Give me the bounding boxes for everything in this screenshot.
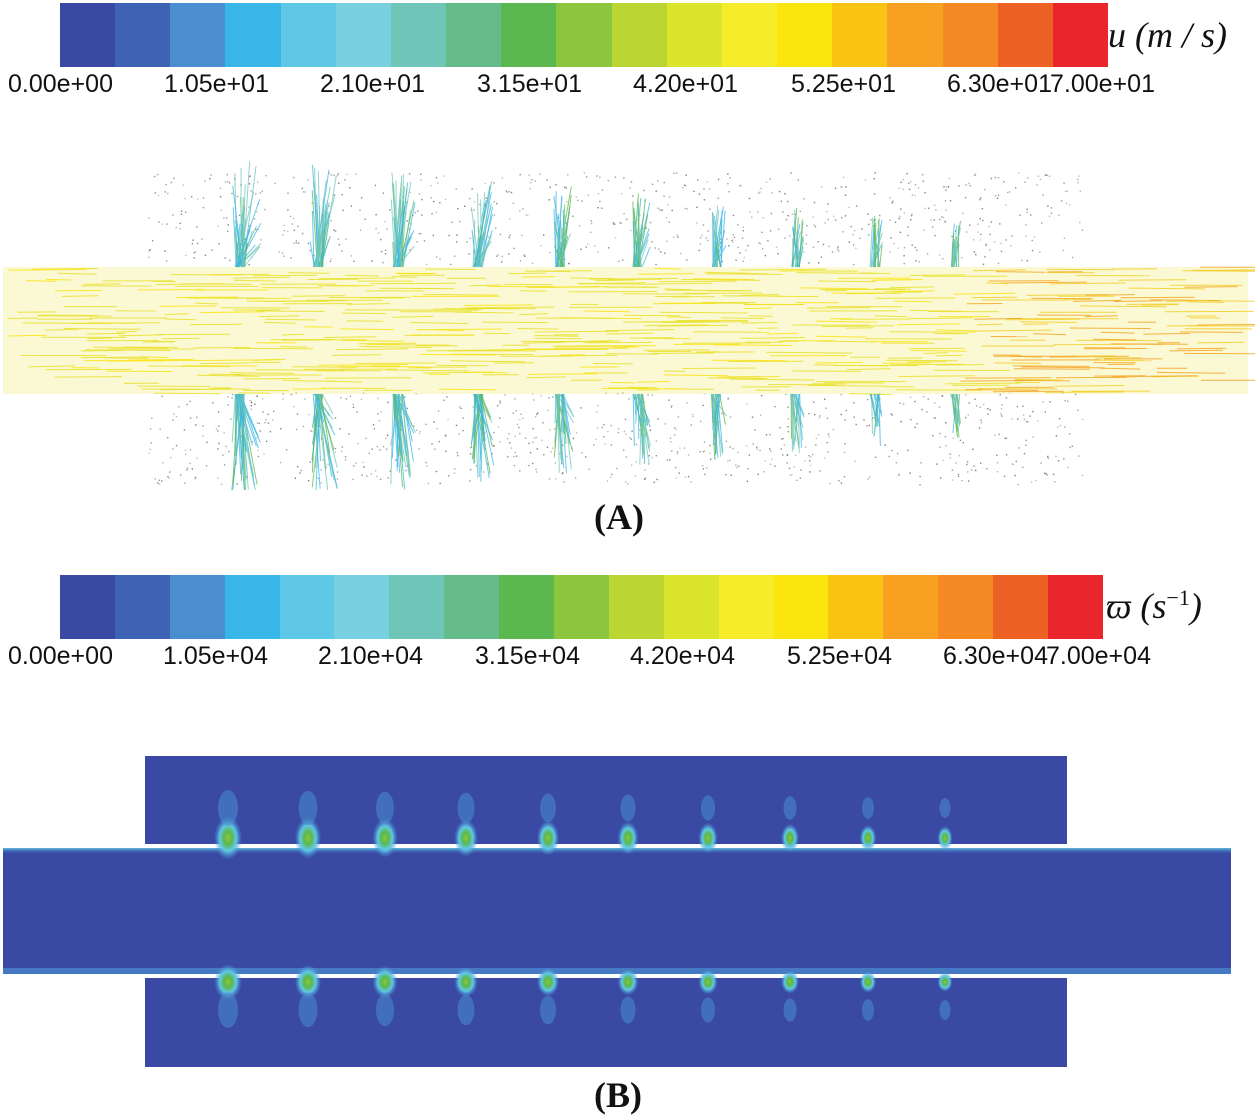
jet-channel-region xyxy=(3,848,1231,974)
cb1-segment xyxy=(832,3,888,67)
vorticity-tick-1: 1.05e+04 xyxy=(163,642,268,670)
cb1-segment xyxy=(611,3,667,67)
cb1-segment xyxy=(170,3,226,67)
cavity-speckles xyxy=(148,172,1084,486)
cb2-segment xyxy=(114,575,170,639)
cb2-segment xyxy=(389,575,445,639)
cb2-segment xyxy=(608,575,664,639)
vorticity-tick-0: 0.00e+00 xyxy=(8,642,113,670)
vorticity-colorbar-ticks: 0.00e+00 1.05e+04 2.10e+04 3.15e+04 4.20… xyxy=(0,642,1170,672)
velocity-symbol: u xyxy=(1108,15,1126,55)
velocity-tick-0: 0.00e+00 xyxy=(8,70,113,98)
vorticity-tick-4: 4.20e+04 xyxy=(630,642,735,670)
vorticity-symbol: ϖ xyxy=(1106,586,1132,626)
velocity-tick-7: 7.00e+01 xyxy=(1050,70,1155,98)
cb2-segment xyxy=(60,575,115,639)
velocity-tick-1: 1.05e+01 xyxy=(164,70,269,98)
velocity-tick-5: 5.25e+01 xyxy=(791,70,896,98)
cb1-segment xyxy=(942,3,998,67)
cb1-segment xyxy=(390,3,447,67)
cb2-segment xyxy=(499,575,555,639)
velocity-unit-label: u (m / s) xyxy=(1108,14,1227,56)
velocity-tick-2: 2.10e+01 xyxy=(320,70,425,98)
cb2-segment xyxy=(883,575,939,639)
upper-shear-layer xyxy=(3,848,1231,854)
cb1-segment xyxy=(60,3,116,67)
vorticity-hotspots xyxy=(214,790,953,1028)
cb1-segment xyxy=(335,3,391,67)
vorticity-tick-3: 3.15e+04 xyxy=(475,642,580,670)
vorticity-unit-open: (s xyxy=(1140,586,1167,626)
cb2-segment xyxy=(554,575,609,639)
velocity-tick-4: 4.20e+01 xyxy=(633,70,738,98)
lower-cavity-region xyxy=(145,978,1067,1067)
cb1-segment xyxy=(997,3,1053,67)
vorticity-contour-plot xyxy=(3,756,1231,1067)
vorticity-tick-7: 7.00e+04 xyxy=(1046,642,1151,670)
cb2-segment xyxy=(334,575,390,639)
cb1-segment xyxy=(225,3,281,67)
jet-velocity-vectors xyxy=(3,266,1255,396)
velocity-tick-3: 3.15e+01 xyxy=(477,70,582,98)
cb1-segment xyxy=(115,3,171,67)
cb1-segment xyxy=(280,3,336,67)
cb1-segment xyxy=(501,3,557,67)
cb2-segment xyxy=(938,575,994,639)
velocity-tick-6: 6.30e+01 xyxy=(947,70,1052,98)
velocity-colorbar-ticks: 0.00e+00 1.05e+01 2.10e+01 3.15e+01 4.20… xyxy=(0,70,1170,100)
velocity-unit: (m / s) xyxy=(1135,15,1227,55)
cb1-segment xyxy=(777,3,833,67)
cb2-segment xyxy=(773,575,829,639)
velocity-colorbar xyxy=(60,3,1108,67)
cb1-segment xyxy=(887,3,943,67)
velocity-vector-plot xyxy=(3,161,1255,490)
upper-cavity-region xyxy=(145,756,1067,844)
cb2-segment xyxy=(1048,575,1103,639)
vorticity-tick-2: 2.10e+04 xyxy=(318,642,423,670)
cb2-segment xyxy=(993,575,1049,639)
cb1-segment xyxy=(1052,3,1108,67)
vorticity-tick-5: 5.25e+04 xyxy=(787,642,892,670)
cb2-segment xyxy=(169,575,225,639)
panel-b-label: (B) xyxy=(594,1075,642,1115)
vorticity-unit-close: ) xyxy=(1189,586,1202,626)
cb1-segment xyxy=(556,3,612,67)
cb2-segment xyxy=(663,575,719,639)
vorticity-tick-6: 6.30e+04 xyxy=(943,642,1048,670)
cb1-segment xyxy=(721,3,778,67)
cb1-segment xyxy=(446,3,502,67)
cavity-recirculation-vectors xyxy=(231,161,961,490)
vorticity-unit-exponent: −1 xyxy=(1166,585,1190,610)
panel-a-label: (A) xyxy=(594,497,644,537)
cb2-segment xyxy=(444,575,500,639)
lower-shear-layer xyxy=(3,968,1231,974)
vorticity-colorbar xyxy=(60,575,1103,639)
cb2-segment xyxy=(718,575,774,639)
cb2-segment xyxy=(279,575,335,639)
cb2-segment xyxy=(828,575,884,639)
cb2-segment xyxy=(224,575,280,639)
vorticity-unit-label: ϖ (s−1) xyxy=(1106,585,1202,627)
cb1-segment xyxy=(666,3,722,67)
